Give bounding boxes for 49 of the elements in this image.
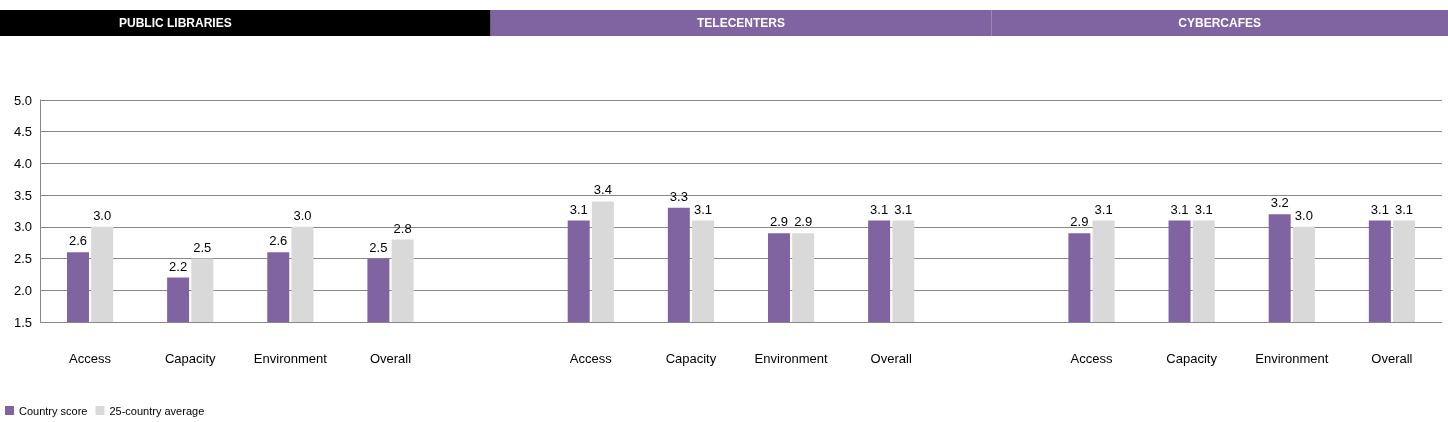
y-tick-label: 4.0 [13, 155, 32, 171]
data-label: 2.9 [769, 214, 789, 230]
x-tick-label: Access [569, 351, 613, 366]
x-tick-label: Capacity [1166, 351, 1218, 366]
x-tick-label: Environment [253, 351, 328, 366]
x-tick-label: Access [69, 351, 112, 366]
x-tick-label: Overall [870, 351, 912, 366]
y-tick-label: 2.0 [13, 282, 32, 298]
data-label: 3.1 [1170, 201, 1189, 217]
data-label: 2.5 [369, 239, 388, 255]
data-label: 3.0 [1294, 207, 1313, 223]
x-tick-label: Overall [1371, 351, 1413, 366]
text: PUBLIC LIBRARIES [118, 16, 232, 30]
data-label: 2.8 [393, 220, 412, 236]
data-label: 2.6 [68, 233, 88, 249]
data-label: 3.1 [693, 201, 713, 217]
y-tick-label: 2.5 [13, 251, 32, 267]
text: TELECENTERS [696, 16, 786, 30]
y-tick-label: 1.5 [13, 314, 32, 330]
data-label: 3.1 [1094, 201, 1113, 217]
x-tick-label: Environment [754, 351, 828, 366]
legend-label: Country score [19, 404, 88, 417]
y-tick-label: 5.0 [13, 92, 32, 108]
y-tick-label: 4.5 [13, 124, 32, 140]
x-tick-label: Capacity [164, 351, 216, 366]
data-label: 3.1 [894, 201, 913, 217]
data-label: 3.4 [593, 182, 612, 198]
data-label: 2.9 [1070, 214, 1089, 230]
x-tick-label: Environment [1255, 351, 1329, 366]
data-label: 3.1 [569, 201, 588, 217]
data-label: 3.1 [870, 201, 889, 217]
data-label: 3.0 [293, 207, 312, 223]
data-label: 3.2 [1270, 195, 1289, 211]
y-tick-label: 3.5 [13, 187, 32, 203]
text: CYBERCAFES [1178, 16, 1262, 30]
x-tick-label: Overall [369, 351, 412, 366]
x-tick-label: Access [1070, 351, 1113, 366]
data-label: 3.1 [1394, 201, 1414, 217]
data-label: 2.5 [193, 239, 212, 255]
data-label: 2.9 [794, 214, 813, 230]
y-tick-label: 3.0 [13, 219, 32, 235]
data-label: 3.1 [1370, 201, 1389, 217]
data-label: 3.0 [93, 207, 112, 223]
data-label: 3.3 [669, 188, 688, 204]
data-label: 2.6 [269, 233, 288, 249]
legend-label: 25-country average [109, 404, 205, 417]
data-label: 2.2 [169, 258, 188, 274]
data-label: 3.1 [1194, 201, 1213, 217]
x-tick-label: Capacity [665, 351, 717, 366]
